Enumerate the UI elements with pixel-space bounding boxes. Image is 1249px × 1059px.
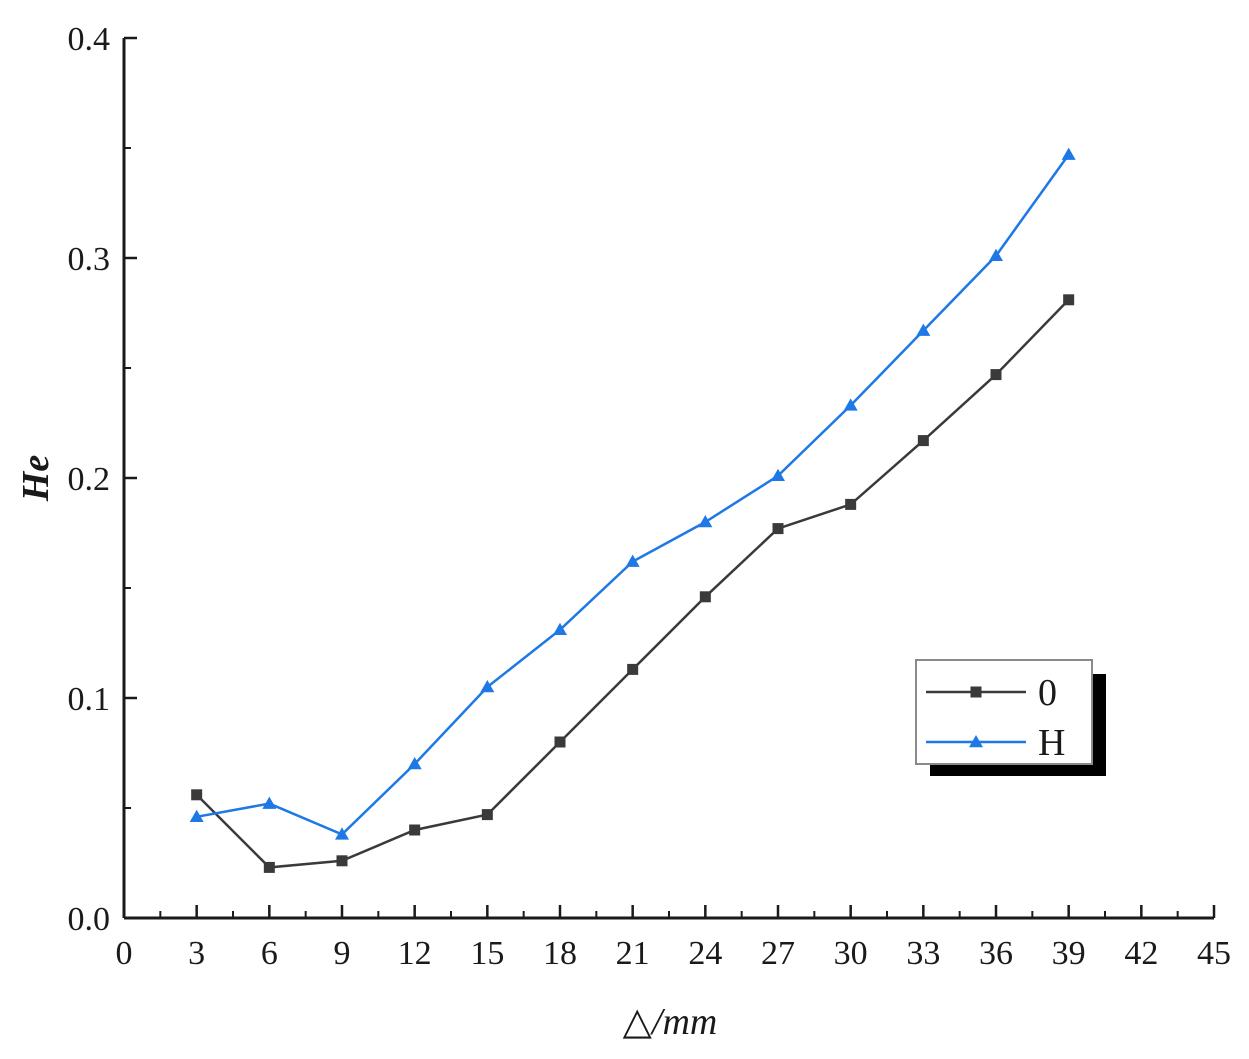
data-point xyxy=(698,515,713,528)
legend-label: 0 xyxy=(1038,672,1057,714)
x-tick-label: 18 xyxy=(543,935,577,972)
y-tick-label: 0.1 xyxy=(68,681,111,718)
x-axis: 0 3 6 9 12 15 18 21 24 27 30 33 36 39 42 45 xyxy=(116,905,1231,972)
x-tick-label: 15 xyxy=(470,935,504,972)
data-point xyxy=(845,498,857,510)
y-tick-label: 0.2 xyxy=(68,461,111,498)
data-point xyxy=(627,663,639,675)
data-point xyxy=(335,827,349,840)
series-line xyxy=(195,298,1070,869)
x-tick-label: 24 xyxy=(688,935,722,972)
data-point xyxy=(990,369,1002,381)
series-layer xyxy=(189,147,1076,873)
data-point xyxy=(989,248,1003,262)
x-tick-label: 30 xyxy=(834,935,868,972)
data-point xyxy=(772,523,784,535)
data-point xyxy=(480,680,495,693)
data-point xyxy=(553,622,567,636)
data-point xyxy=(189,809,204,823)
plot-frame xyxy=(122,38,1214,920)
legend: 0H xyxy=(915,659,1106,776)
x-tick-label: 33 xyxy=(906,935,940,972)
x-tick-label: 21 xyxy=(616,935,650,972)
y-axis: 0.0 0.1 0.2 0.3 0.4 xyxy=(68,21,137,938)
y-axis-title: He xyxy=(15,455,57,503)
legend-marker xyxy=(969,735,983,748)
x-tick-label: 42 xyxy=(1124,935,1158,972)
x-tick-label: 39 xyxy=(1052,935,1086,972)
data-point xyxy=(699,591,711,603)
data-point xyxy=(1061,147,1076,160)
y-tick-label: 0.0 xyxy=(68,901,111,938)
data-point xyxy=(407,757,422,770)
data-point xyxy=(481,809,493,821)
y-tick-label: 0.4 xyxy=(68,21,111,58)
legend-box xyxy=(915,659,1093,765)
data-point xyxy=(843,398,858,411)
data-point xyxy=(917,435,929,447)
x-tick-label: 9 xyxy=(334,935,351,972)
data-point xyxy=(1063,294,1075,306)
data-point xyxy=(916,323,931,336)
x-tick-label: 12 xyxy=(398,935,432,972)
x-tick-label: 36 xyxy=(979,935,1013,972)
x-tick-label: 3 xyxy=(188,935,205,972)
data-point xyxy=(409,824,421,836)
data-point xyxy=(191,789,203,801)
series-1 xyxy=(189,147,1076,840)
x-axis-title: △/mm xyxy=(623,1001,718,1043)
legend-label: H xyxy=(1038,722,1065,764)
x-tick-label: 27 xyxy=(761,935,795,972)
x-tick-label: 45 xyxy=(1197,935,1231,972)
x-tick-label: 6 xyxy=(261,935,278,972)
data-point xyxy=(262,796,277,809)
legend-marker xyxy=(970,686,982,698)
series-0 xyxy=(191,294,1075,873)
y-tick-label: 0.3 xyxy=(68,241,111,278)
data-point xyxy=(263,861,275,873)
data-point xyxy=(336,855,348,867)
x-tick-label: 0 xyxy=(116,935,133,972)
data-point xyxy=(554,736,566,748)
data-point xyxy=(625,554,640,567)
data-point xyxy=(771,468,785,482)
